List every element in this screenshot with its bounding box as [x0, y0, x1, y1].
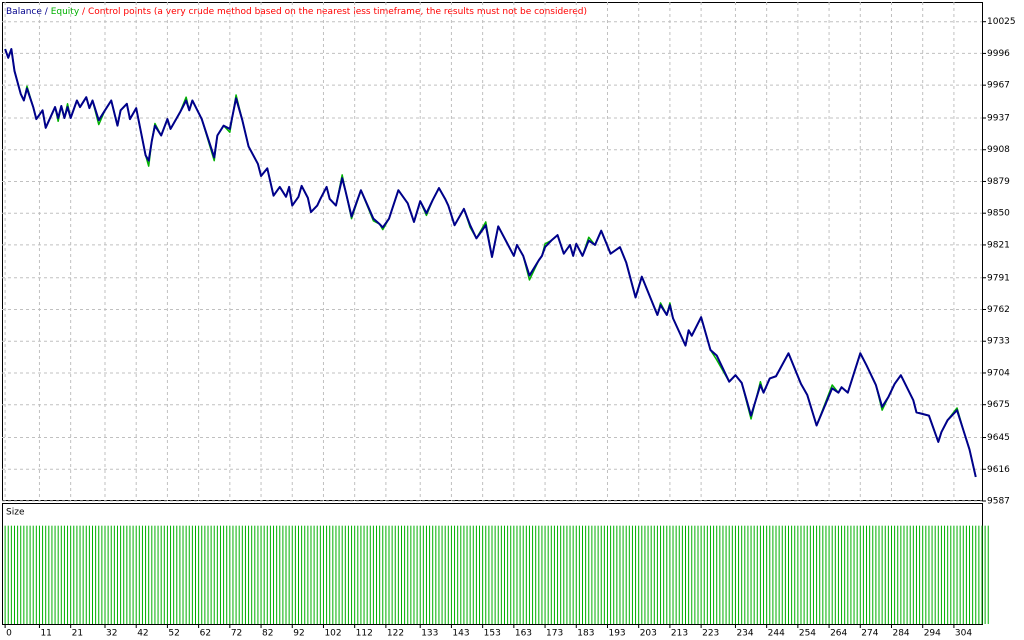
y-tick-label: 9996 — [987, 49, 1010, 59]
x-tick-label: 92 — [293, 629, 304, 639]
legend-balance: Balance — [6, 7, 42, 17]
x-tick-label: 304 — [955, 629, 972, 639]
y-tick-label: 9937 — [987, 113, 1010, 123]
y-tick-label: 9821 — [987, 240, 1010, 250]
y-tick-label: 9850 — [987, 209, 1010, 219]
y-tick-label: 10025 — [987, 17, 1016, 27]
x-tick-label: 254 — [799, 629, 816, 639]
x-tick-label: 143 — [452, 629, 469, 639]
x-tick-label: 72 — [231, 629, 242, 639]
y-tick-label: 9908 — [987, 145, 1010, 155]
y-tick-label: 9616 — [987, 465, 1010, 475]
x-tick-label: 274 — [861, 629, 878, 639]
x-tick-label: 153 — [484, 629, 501, 639]
series-line — [4, 48, 977, 478]
x-tick-label: 102 — [324, 629, 341, 639]
x-tick-label: 52 — [168, 629, 179, 639]
x-tick-label: 82 — [262, 629, 273, 639]
x-tick-label: 294 — [924, 629, 941, 639]
x-tick-label: 264 — [830, 629, 847, 639]
x-tick-label: 42 — [137, 629, 148, 639]
x-tick-label: 21 — [72, 629, 83, 639]
x-tick-label: 203 — [640, 629, 657, 639]
main-plot-frame — [2, 2, 983, 501]
y-tick-label: 9733 — [987, 337, 1010, 347]
y-tick-label: 9587 — [987, 497, 1010, 507]
x-tick-label: 234 — [736, 629, 753, 639]
legend-equity: Equity — [51, 7, 80, 17]
x-tick-label: 223 — [702, 629, 719, 639]
y-tick-label: 9967 — [987, 81, 1010, 91]
x-tick-label: 112 — [356, 629, 373, 639]
legend-note: Control points (a very crude method base… — [88, 7, 587, 17]
x-tick-label: 284 — [892, 629, 909, 639]
legend-separator: / — [82, 7, 86, 17]
size-title: Size — [6, 508, 25, 518]
x-tick-label: 122 — [387, 629, 404, 639]
x-tick-label: 213 — [671, 629, 688, 639]
x-tick-label: 244 — [768, 629, 785, 639]
x-tick-label: 183 — [577, 629, 594, 639]
x-tick-label: 193 — [608, 629, 625, 639]
y-tick-label: 9645 — [987, 433, 1010, 443]
legend-separator: / — [45, 7, 49, 17]
y-tick-label: 9675 — [987, 400, 1010, 410]
x-tick-label: 0 — [6, 629, 12, 639]
x-tick-label: 11 — [40, 629, 51, 639]
y-tick-label: 9879 — [987, 177, 1010, 187]
y-tick-label: 9704 — [987, 368, 1010, 378]
x-tick-label: 163 — [515, 629, 532, 639]
legend: Balance / Equity / Control points (a ver… — [6, 7, 587, 17]
x-tick-label: 133 — [421, 629, 438, 639]
y-tick-label: 9762 — [987, 305, 1010, 315]
x-tick-label: 173 — [546, 629, 563, 639]
x-tick-label: 62 — [200, 629, 211, 639]
x-tick-label: 32 — [106, 629, 117, 639]
y-tick-label: 9791 — [987, 273, 1010, 283]
